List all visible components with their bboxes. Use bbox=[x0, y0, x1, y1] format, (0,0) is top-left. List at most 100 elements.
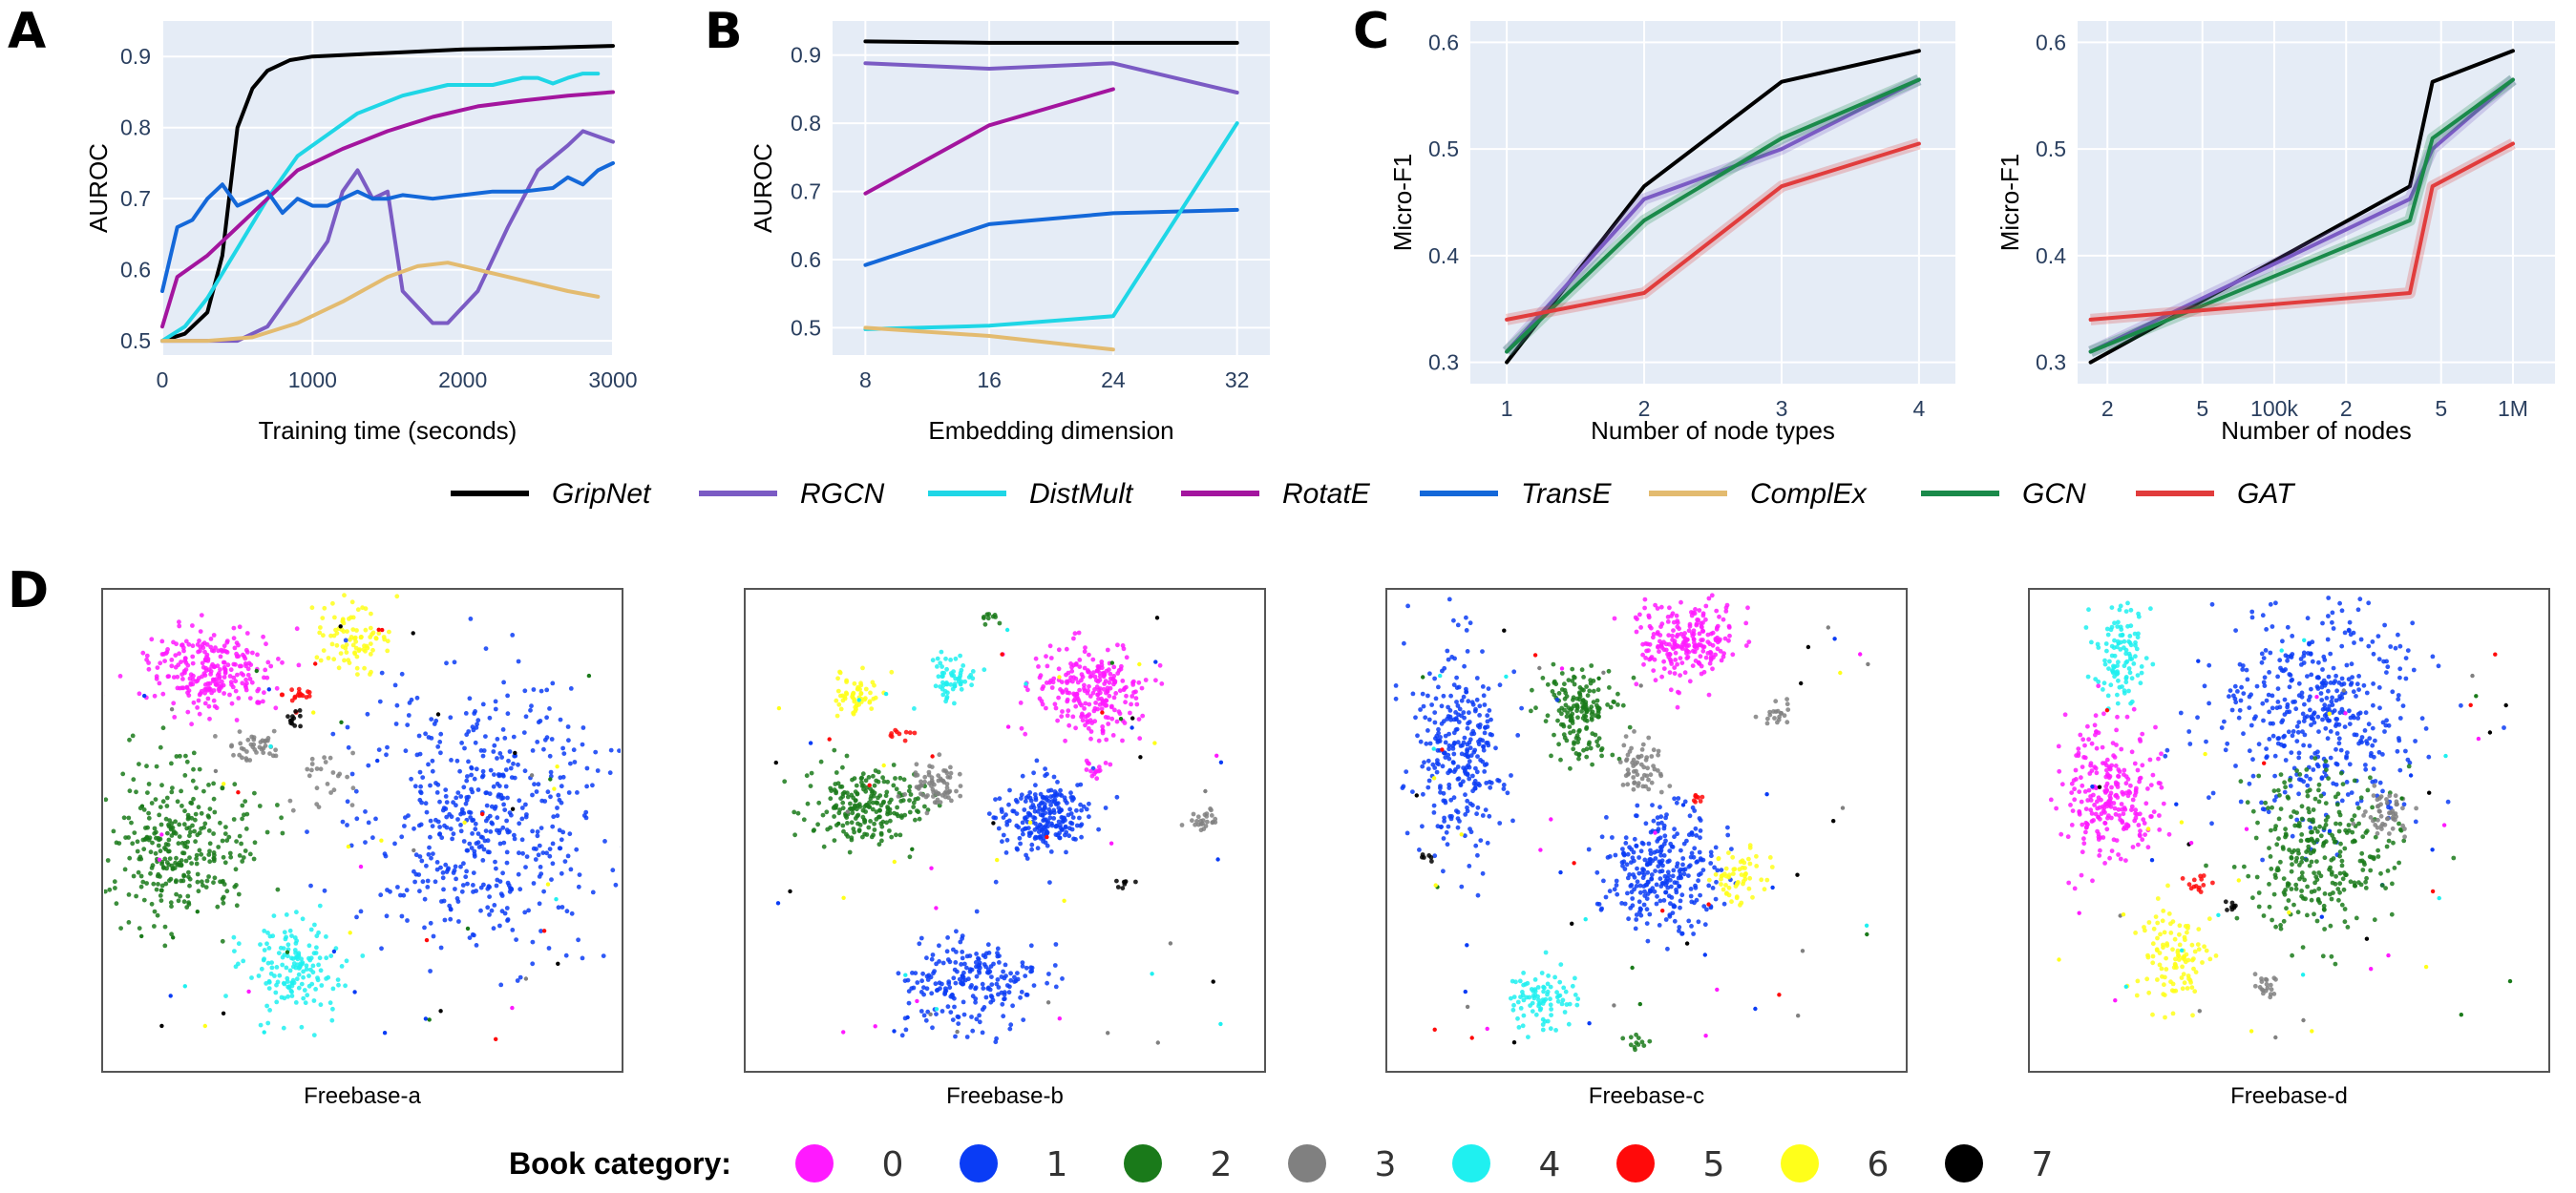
tsne-point-cat-2 bbox=[159, 883, 165, 889]
tsne-point-cat-0 bbox=[1681, 634, 1686, 639]
tsne-point-cat-1 bbox=[961, 1012, 967, 1017]
tsne-point-cat-4 bbox=[274, 965, 280, 970]
tsne-point-noise bbox=[139, 933, 144, 939]
tsne-point-cat-4 bbox=[1521, 982, 1526, 988]
tsne-point-cat-1 bbox=[2302, 701, 2307, 707]
tsne-point-cat-1 bbox=[2309, 722, 2313, 727]
tsne-point-cat-1 bbox=[430, 768, 435, 774]
tsne-point-cat-0 bbox=[2117, 813, 2122, 818]
tsne-point-cat-1 bbox=[494, 883, 499, 889]
tsne-point-cat-1 bbox=[1421, 703, 1426, 709]
tsne-point-cat-1 bbox=[1068, 795, 1074, 800]
tsne-point-cat-2 bbox=[1591, 700, 1596, 704]
tsne-point-cat-0 bbox=[2119, 746, 2124, 752]
tsne-point-cat-0 bbox=[1680, 641, 1685, 647]
tsne-point-cat-2 bbox=[220, 785, 225, 791]
tsne-point-cat-1 bbox=[1435, 758, 1440, 764]
tsne-point-cat-2 bbox=[141, 847, 147, 852]
tsne-point-cat-1 bbox=[494, 866, 498, 871]
tsne-point-cat-0 bbox=[2069, 790, 2075, 795]
tsne-point-cat-1 bbox=[1451, 760, 1456, 765]
tsne-point-cat-2 bbox=[897, 832, 903, 838]
tsne-point-cat-6 bbox=[1747, 875, 1753, 881]
tsne-point-cat-4 bbox=[2126, 666, 2132, 671]
tsne-point-cat-1 bbox=[1473, 706, 1478, 712]
tsne-point-cat-1 bbox=[424, 863, 429, 869]
tsne-point-cat-4 bbox=[2136, 631, 2141, 637]
tsne-point-cat-0 bbox=[2123, 826, 2129, 831]
tsne-point-cat-1 bbox=[538, 719, 543, 723]
tsne-point-cat-1 bbox=[1053, 942, 1059, 947]
tsne-point-cat-1 bbox=[2315, 749, 2320, 755]
tsne-point-cat-1 bbox=[1645, 862, 1651, 868]
tsne-point-cat-0 bbox=[2123, 781, 2129, 786]
tsne-point-cat-1 bbox=[1706, 883, 1712, 889]
tsne-point-cat-0 bbox=[1655, 606, 1660, 611]
tsne-point-cat-0 bbox=[149, 637, 155, 642]
tsne-point-cat-1 bbox=[1676, 796, 1681, 801]
tsne-point-cat-1 bbox=[918, 935, 924, 941]
panel-letter-a: A bbox=[8, 3, 46, 60]
tsne-point-cat-1 bbox=[1040, 807, 1045, 813]
tsne-point-cat-1 bbox=[504, 860, 510, 866]
tsne-point-cat-3 bbox=[1193, 822, 1197, 827]
tsne-point-cat-0 bbox=[2076, 746, 2081, 751]
tsne-point-cat-2 bbox=[138, 873, 144, 879]
tsne-point-cat-1 bbox=[1026, 826, 1031, 830]
tsne-point-cat-4 bbox=[324, 934, 328, 939]
tsne-point-cat-0 bbox=[1109, 677, 1115, 681]
tsne-point-cat-1 bbox=[961, 970, 966, 975]
tsne-point-cat-1 bbox=[437, 799, 442, 805]
tsne-point-cat-1 bbox=[610, 868, 616, 873]
tsne-point-cat-2 bbox=[162, 846, 167, 850]
tsne-point-cat-3 bbox=[1631, 757, 1636, 763]
tsne-point-cat-0 bbox=[1653, 602, 1658, 608]
tsne-point-cat-1 bbox=[418, 822, 424, 827]
tsne-point-cat-3 bbox=[1640, 742, 1646, 747]
tsne-point-cat-0 bbox=[2131, 706, 2137, 712]
tsne-point-noise bbox=[955, 1029, 960, 1035]
tsne-point-cat-0 bbox=[2062, 712, 2068, 718]
tsne-point-cat-1 bbox=[353, 788, 359, 794]
tsne-point-cat-1 bbox=[1018, 841, 1023, 847]
tsne-point-cat-1 bbox=[1658, 849, 1663, 854]
tsne-point-cat-2 bbox=[907, 798, 912, 803]
tsne-point-cat-6 bbox=[382, 637, 388, 642]
tsne-point-cat-2 bbox=[808, 784, 813, 788]
tsne-point-cat-1 bbox=[1434, 769, 1440, 775]
tsne-point-cat-1 bbox=[2330, 610, 2335, 616]
tsne-point-cat-1 bbox=[2238, 698, 2244, 703]
tsne-point-cat-1 bbox=[1008, 1022, 1014, 1028]
tsne-point-cat-0 bbox=[1723, 609, 1729, 614]
tsne-point-cat-0 bbox=[2104, 767, 2109, 773]
tsne-point-cat-1 bbox=[517, 798, 522, 804]
tsne-point-cat-0 bbox=[1044, 705, 1048, 711]
tsne-point-cat-6 bbox=[329, 641, 335, 647]
tsne-point-noise bbox=[1057, 1016, 1063, 1021]
tsne-point-cat-2 bbox=[243, 827, 249, 831]
tsne-point-cat-0 bbox=[1082, 706, 1087, 711]
tsne-point-cat-1 bbox=[564, 909, 570, 914]
tsne-point-cat-1 bbox=[958, 939, 963, 945]
tsne-point-cat-1 bbox=[499, 893, 505, 898]
tsne-point-cat-2 bbox=[223, 825, 228, 829]
tsne-point-cat-0 bbox=[1642, 605, 1647, 611]
tsne-plot-1: Freebase-a bbox=[101, 588, 623, 1109]
series-line-rotate bbox=[160, 90, 615, 329]
tsne-point-cat-1 bbox=[474, 725, 479, 730]
tsne-point-cat-3 bbox=[322, 755, 327, 761]
tsne-point-cat-0 bbox=[2107, 855, 2113, 861]
tsne-point-noise bbox=[1831, 819, 1836, 824]
tsne-point-cat-6 bbox=[394, 594, 400, 599]
tsne-point-cat-0 bbox=[1700, 611, 1706, 617]
tsne-point-cat-0 bbox=[190, 623, 195, 628]
tsne-point-cat-2 bbox=[157, 837, 161, 843]
tsne-point-noise bbox=[157, 857, 162, 862]
tsne-point-cat-1 bbox=[1445, 648, 1450, 654]
tsne-point-cat-1 bbox=[1647, 911, 1653, 917]
tsne-point-cat-1 bbox=[2307, 640, 2312, 646]
tsne-point-cat-4 bbox=[2127, 670, 2133, 676]
tsne-point-cat-6 bbox=[1746, 856, 1751, 862]
tsne-point-cat-2 bbox=[164, 804, 170, 808]
tsne-point-cat-2 bbox=[203, 885, 209, 890]
